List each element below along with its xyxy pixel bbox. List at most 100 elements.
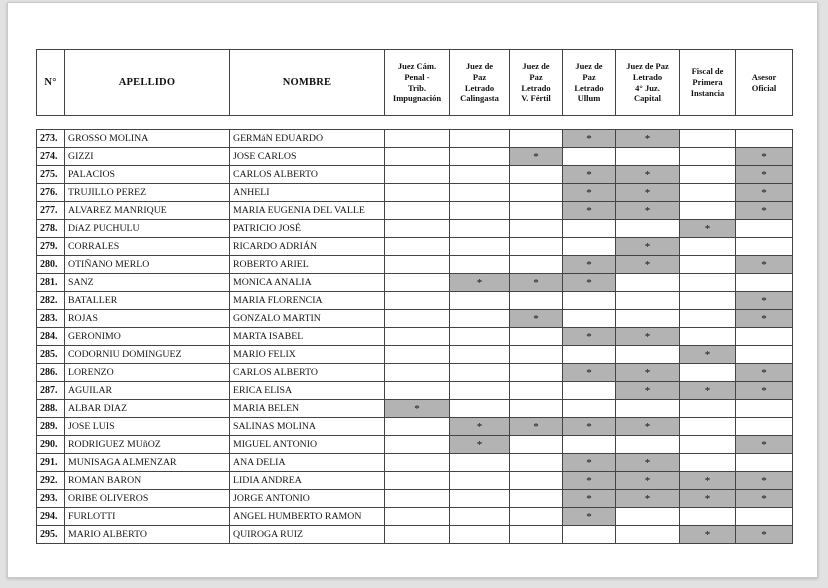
row-number-cell: 284. (36, 327, 65, 346)
empty-cell (384, 309, 450, 328)
apellido-cell: MARIO ALBERTO (64, 525, 230, 544)
empty-cell (679, 309, 736, 328)
col-header-apellido: APELLIDO (64, 49, 230, 116)
designation-mark-juez_paz_letrado_calingasta: * (449, 273, 510, 292)
designation-mark-juez_paz_letrado_v_fertil: * (509, 147, 563, 166)
row-number-cell: 292. (36, 471, 65, 490)
empty-cell (384, 165, 450, 184)
empty-cell (384, 273, 450, 292)
empty-cell (679, 291, 736, 310)
empty-cell (384, 237, 450, 256)
empty-cell (735, 273, 793, 292)
designation-mark-juez_paz_letrado_ullum: * (562, 489, 616, 508)
row-number-cell: 276. (36, 183, 65, 202)
designation-mark-fiscal_primera_instancia: * (679, 489, 736, 508)
empty-cell (509, 435, 563, 454)
designation-mark-fiscal_primera_instancia: * (679, 525, 736, 544)
apellido-cell: TRUJILLO PEREZ (64, 183, 230, 202)
empty-cell (735, 327, 793, 346)
designation-mark-juez_paz_letrado_calingasta: * (449, 417, 510, 436)
row-number-cell: 274. (36, 147, 65, 166)
designation-mark-juez_paz_letrado_4_juz_capital: * (615, 363, 680, 382)
empty-cell (562, 525, 616, 544)
empty-cell (449, 363, 510, 382)
empty-cell (679, 255, 736, 274)
designation-mark-juez_paz_letrado_v_fertil: * (509, 309, 563, 328)
empty-cell (384, 345, 450, 364)
table-row: 294. FURLOTTI ANGEL HUMBERTO RAMON * (36, 507, 793, 526)
nombre-cell: GONZALO MARTIN (229, 309, 385, 328)
empty-cell (735, 399, 793, 418)
empty-cell (615, 435, 680, 454)
apellido-cell: BATALLER (64, 291, 230, 310)
empty-cell (449, 129, 510, 148)
col-header-nombre: NOMBRE (229, 49, 385, 116)
nombre-cell: SALINAS MOLINA (229, 417, 385, 436)
table-row: 273. GROSSO MOLINA GERMáN EDUARDO * * (36, 129, 793, 148)
empty-cell (735, 507, 793, 526)
empty-cell (384, 147, 450, 166)
empty-cell (679, 273, 736, 292)
designation-mark-juez_paz_letrado_ullum: * (562, 255, 616, 274)
apellido-cell: ORIBE OLIVEROS (64, 489, 230, 508)
designation-mark-juez_paz_letrado_v_fertil: * (509, 273, 563, 292)
row-number-cell: 278. (36, 219, 65, 238)
empty-cell (679, 363, 736, 382)
empty-cell (384, 453, 450, 472)
roster-header-table: N° APELLIDO NOMBRE Juez Cám. Penal - Tri… (36, 49, 793, 116)
nombre-cell: ROBERTO ARIEL (229, 255, 385, 274)
designation-mark-asesor_oficial: * (735, 201, 793, 220)
apellido-cell: DíAZ PUCHULU (64, 219, 230, 238)
designation-mark-asesor_oficial: * (735, 183, 793, 202)
nombre-cell: JORGE ANTONIO (229, 489, 385, 508)
empty-cell (562, 381, 616, 400)
table-row: 291. MUNISAGA ALMENZAR ANA DELIA * * (36, 453, 793, 472)
table-row: 289. JOSE LUIS SALINAS MOLINA * * * * (36, 417, 793, 436)
empty-cell (562, 291, 616, 310)
empty-cell (509, 453, 563, 472)
empty-cell (509, 129, 563, 148)
designation-mark-juez_paz_letrado_4_juz_capital: * (615, 417, 680, 436)
empty-cell (449, 201, 510, 220)
empty-cell (509, 219, 563, 238)
empty-cell (384, 381, 450, 400)
empty-cell (449, 291, 510, 310)
apellido-cell: ROJAS (64, 309, 230, 328)
empty-cell (509, 399, 563, 418)
apellido-cell: CODORNIU DOMINGUEZ (64, 345, 230, 364)
table-row: 283. ROJAS GONZALO MARTIN * * (36, 309, 793, 328)
apellido-cell: LORENZO (64, 363, 230, 382)
designation-mark-asesor_oficial: * (735, 255, 793, 274)
empty-cell (509, 165, 563, 184)
empty-cell (509, 237, 563, 256)
col-header-juez-paz-ullum: Juez de Paz Letrado Ullum (562, 49, 616, 116)
table-row: 281. SANZ MONICA ANALIA * * * (36, 273, 793, 292)
empty-cell (509, 291, 563, 310)
empty-cell (384, 417, 450, 436)
empty-cell (449, 345, 510, 364)
designation-mark-juez_paz_letrado_ullum: * (562, 453, 616, 472)
table-row: 285. CODORNIU DOMINGUEZ MARIO FELIX * (36, 345, 793, 364)
designation-mark-juez_paz_letrado_ullum: * (562, 471, 616, 490)
empty-cell (384, 129, 450, 148)
designation-mark-juez_paz_letrado_4_juz_capital: * (615, 453, 680, 472)
apellido-cell: ROMAN BARON (64, 471, 230, 490)
empty-cell (384, 489, 450, 508)
empty-cell (384, 471, 450, 490)
row-number-cell: 291. (36, 453, 65, 472)
empty-cell (679, 453, 736, 472)
row-number-cell: 277. (36, 201, 65, 220)
col-header-numero: N° (36, 49, 65, 116)
apellido-cell: GIZZI (64, 147, 230, 166)
empty-cell (562, 345, 616, 364)
empty-cell (679, 129, 736, 148)
header-row: N° APELLIDO NOMBRE Juez Cám. Penal - Tri… (36, 49, 793, 116)
empty-cell (384, 219, 450, 238)
nombre-cell: QUIROGA RUIZ (229, 525, 385, 544)
row-number-cell: 289. (36, 417, 65, 436)
empty-cell (509, 489, 563, 508)
nombre-cell: CARLOS ALBERTO (229, 363, 385, 382)
row-number-cell: 293. (36, 489, 65, 508)
nombre-cell: ANHELI (229, 183, 385, 202)
designation-mark-fiscal_primera_instancia: * (679, 381, 736, 400)
